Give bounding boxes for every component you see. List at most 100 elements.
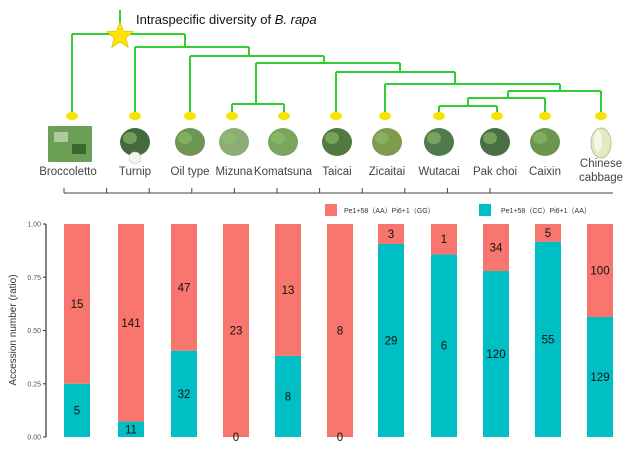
y-tick-label: 1.00 — [27, 222, 41, 229]
plant-image-chinese-cabbage — [590, 127, 612, 159]
leaf-label-zicaitai: Zicaitai — [369, 166, 405, 178]
bar-label-aa-gg: 13 — [282, 285, 295, 297]
legend-label-cc-aa: Pe1+58（CC）Pi6+1（AA） — [501, 207, 591, 215]
leaf-label-pak-choi: Pak choi — [473, 166, 517, 178]
bar-group-zicaitai: 3 29 — [378, 224, 404, 437]
y-axis: 0.00 0.25 0.50 0.75 1.00 — [27, 222, 47, 442]
legend-swatch-cc-aa — [479, 204, 491, 216]
bar-label-aa-gg: 141 — [121, 318, 140, 330]
plant-image-oil-type — [175, 128, 205, 156]
bar-segment-aa-gg — [535, 224, 561, 242]
leaf-label-chinese-cabbage-line1: Chinese — [580, 158, 622, 170]
bar-label-aa-gg: 100 — [590, 266, 609, 278]
plant-image-mizuna — [219, 128, 249, 156]
bar-label-aa-gg: 47 — [178, 282, 191, 294]
bar-segment-cc-aa — [171, 350, 197, 437]
bar-label-aa-gg: 5 — [545, 228, 551, 240]
bar-segment-aa-gg — [378, 224, 404, 244]
bar-label-cc-aa: 55 — [542, 334, 555, 346]
bar-label-cc-aa: 120 — [486, 349, 505, 361]
title-prefix: Intraspecific diversity of — [136, 12, 275, 27]
bar-segment-cc-aa — [64, 383, 90, 437]
leaf-label-wutacai: Wutacai — [418, 166, 459, 178]
bar-label-aa-gg: 15 — [71, 299, 84, 311]
plant-image-broccoletto — [48, 126, 92, 162]
bar-label-aa-gg: 1 — [441, 234, 447, 246]
bar-segment-cc-aa — [587, 317, 613, 437]
bar-label-cc-aa: 11 — [125, 424, 137, 436]
bar-label-cc-aa: 8 — [285, 391, 291, 403]
legend: Pe1+58（AA）Pi6+1（GG） Pe1+58（CC）Pi6+1（AA） — [325, 204, 591, 216]
bar-group-pak-choi: 34 120 — [483, 224, 509, 437]
leaf-label-turnip: Turnip — [119, 166, 151, 178]
leaf-node-oil-type — [184, 112, 196, 120]
bar-segment-cc-aa — [483, 271, 509, 437]
bar-group-turnip: 141 11 — [118, 224, 144, 437]
leaf-label-komatsuna: Komatsuna — [254, 166, 313, 178]
leaf-node-broccoletto — [66, 112, 78, 120]
bar-label-cc-aa: 0 — [337, 432, 343, 444]
bar-segment-aa-gg — [431, 224, 457, 255]
bar-label-aa-gg: 23 — [230, 326, 243, 338]
bar-label-cc-aa: 29 — [385, 335, 398, 347]
bar-label-aa-gg: 8 — [337, 326, 343, 338]
bar-segment-aa-gg — [587, 224, 613, 318]
leaf-label-oil-type: Oil type — [171, 166, 210, 178]
leaf-node-taicai — [330, 112, 342, 120]
phylogenetic-tree — [71, 10, 602, 112]
bar-label-cc-aa: 6 — [441, 341, 447, 353]
legend-swatch-aa-gg — [325, 204, 337, 216]
bar-group-mizuna: 23 0 — [223, 224, 249, 444]
tree-leaves: Broccoletto Turnip Oil type Mizuna Komatsuna… — [39, 112, 623, 184]
leaf-axis — [63, 188, 613, 194]
bar-segment-aa-gg — [327, 224, 353, 437]
bar-group-wutacai: 16 — [431, 224, 457, 437]
bar-label-cc-aa: 5 — [74, 405, 80, 417]
bar-group-oil-type: 47 32 — [171, 224, 197, 437]
bar-segment-aa-gg — [223, 224, 249, 437]
bar-segment-cc-aa — [535, 241, 561, 437]
bar-label-cc-aa: 32 — [178, 389, 191, 401]
title-species: B. rapa — [275, 12, 317, 27]
plant-image-pak-choi — [480, 128, 510, 156]
y-axis-title: Accession number (ratio) — [8, 274, 19, 385]
leaf-label-taicai: Taicai — [322, 166, 351, 178]
leaf-node-chinese-cabbage — [595, 112, 607, 120]
y-tick-label: 0.25 — [27, 381, 41, 388]
bar-group-broccoletto: 15 5 — [64, 224, 90, 437]
leaf-node-wutacai — [433, 112, 445, 120]
legend-label-aa-gg: Pe1+58（AA）Pi6+1（GG） — [344, 207, 435, 215]
bar-segment-aa-gg — [275, 224, 301, 356]
bar-segment-cc-aa — [118, 421, 144, 437]
plant-image-wutacai — [424, 128, 454, 156]
leaf-label-chinese-cabbage-line2: cabbage — [579, 172, 623, 184]
root-star-icon — [105, 20, 135, 49]
bar-segment-cc-aa — [275, 355, 301, 437]
bar-segment-aa-gg — [483, 224, 509, 272]
leaf-node-zicaitai — [379, 112, 391, 120]
bar-group-caixin: 555 — [535, 224, 561, 437]
bar-label-cc-aa: 0 — [233, 432, 239, 444]
leaf-node-pak-choi — [491, 112, 503, 120]
plant-image-caixin — [530, 128, 560, 156]
plant-image-taicai — [322, 128, 352, 156]
y-tick-label: 0.75 — [27, 275, 41, 282]
bar-segment-cc-aa — [378, 243, 404, 437]
bar-label-cc-aa: 129 — [590, 372, 609, 384]
leaf-label-caixin: Caixin — [529, 166, 561, 178]
leaf-node-caixin — [539, 112, 551, 120]
bar-group-chinese-cabbage: 100 129 — [587, 224, 613, 437]
bar-segment-aa-gg — [118, 224, 144, 422]
bar-segment-aa-gg — [171, 224, 197, 351]
plant-image-turnip — [120, 128, 150, 165]
figure-title: Intraspecific diversity of B. rapa — [136, 12, 317, 27]
y-tick-label: 0.50 — [27, 328, 41, 335]
plant-image-zicaitai — [372, 128, 402, 156]
leaf-node-mizuna — [226, 112, 238, 120]
leaf-label-mizuna: Mizuna — [215, 166, 253, 178]
leaf-label-broccoletto: Broccoletto — [39, 166, 97, 178]
leaf-node-turnip — [129, 112, 141, 120]
bar-segment-aa-gg — [64, 224, 90, 384]
